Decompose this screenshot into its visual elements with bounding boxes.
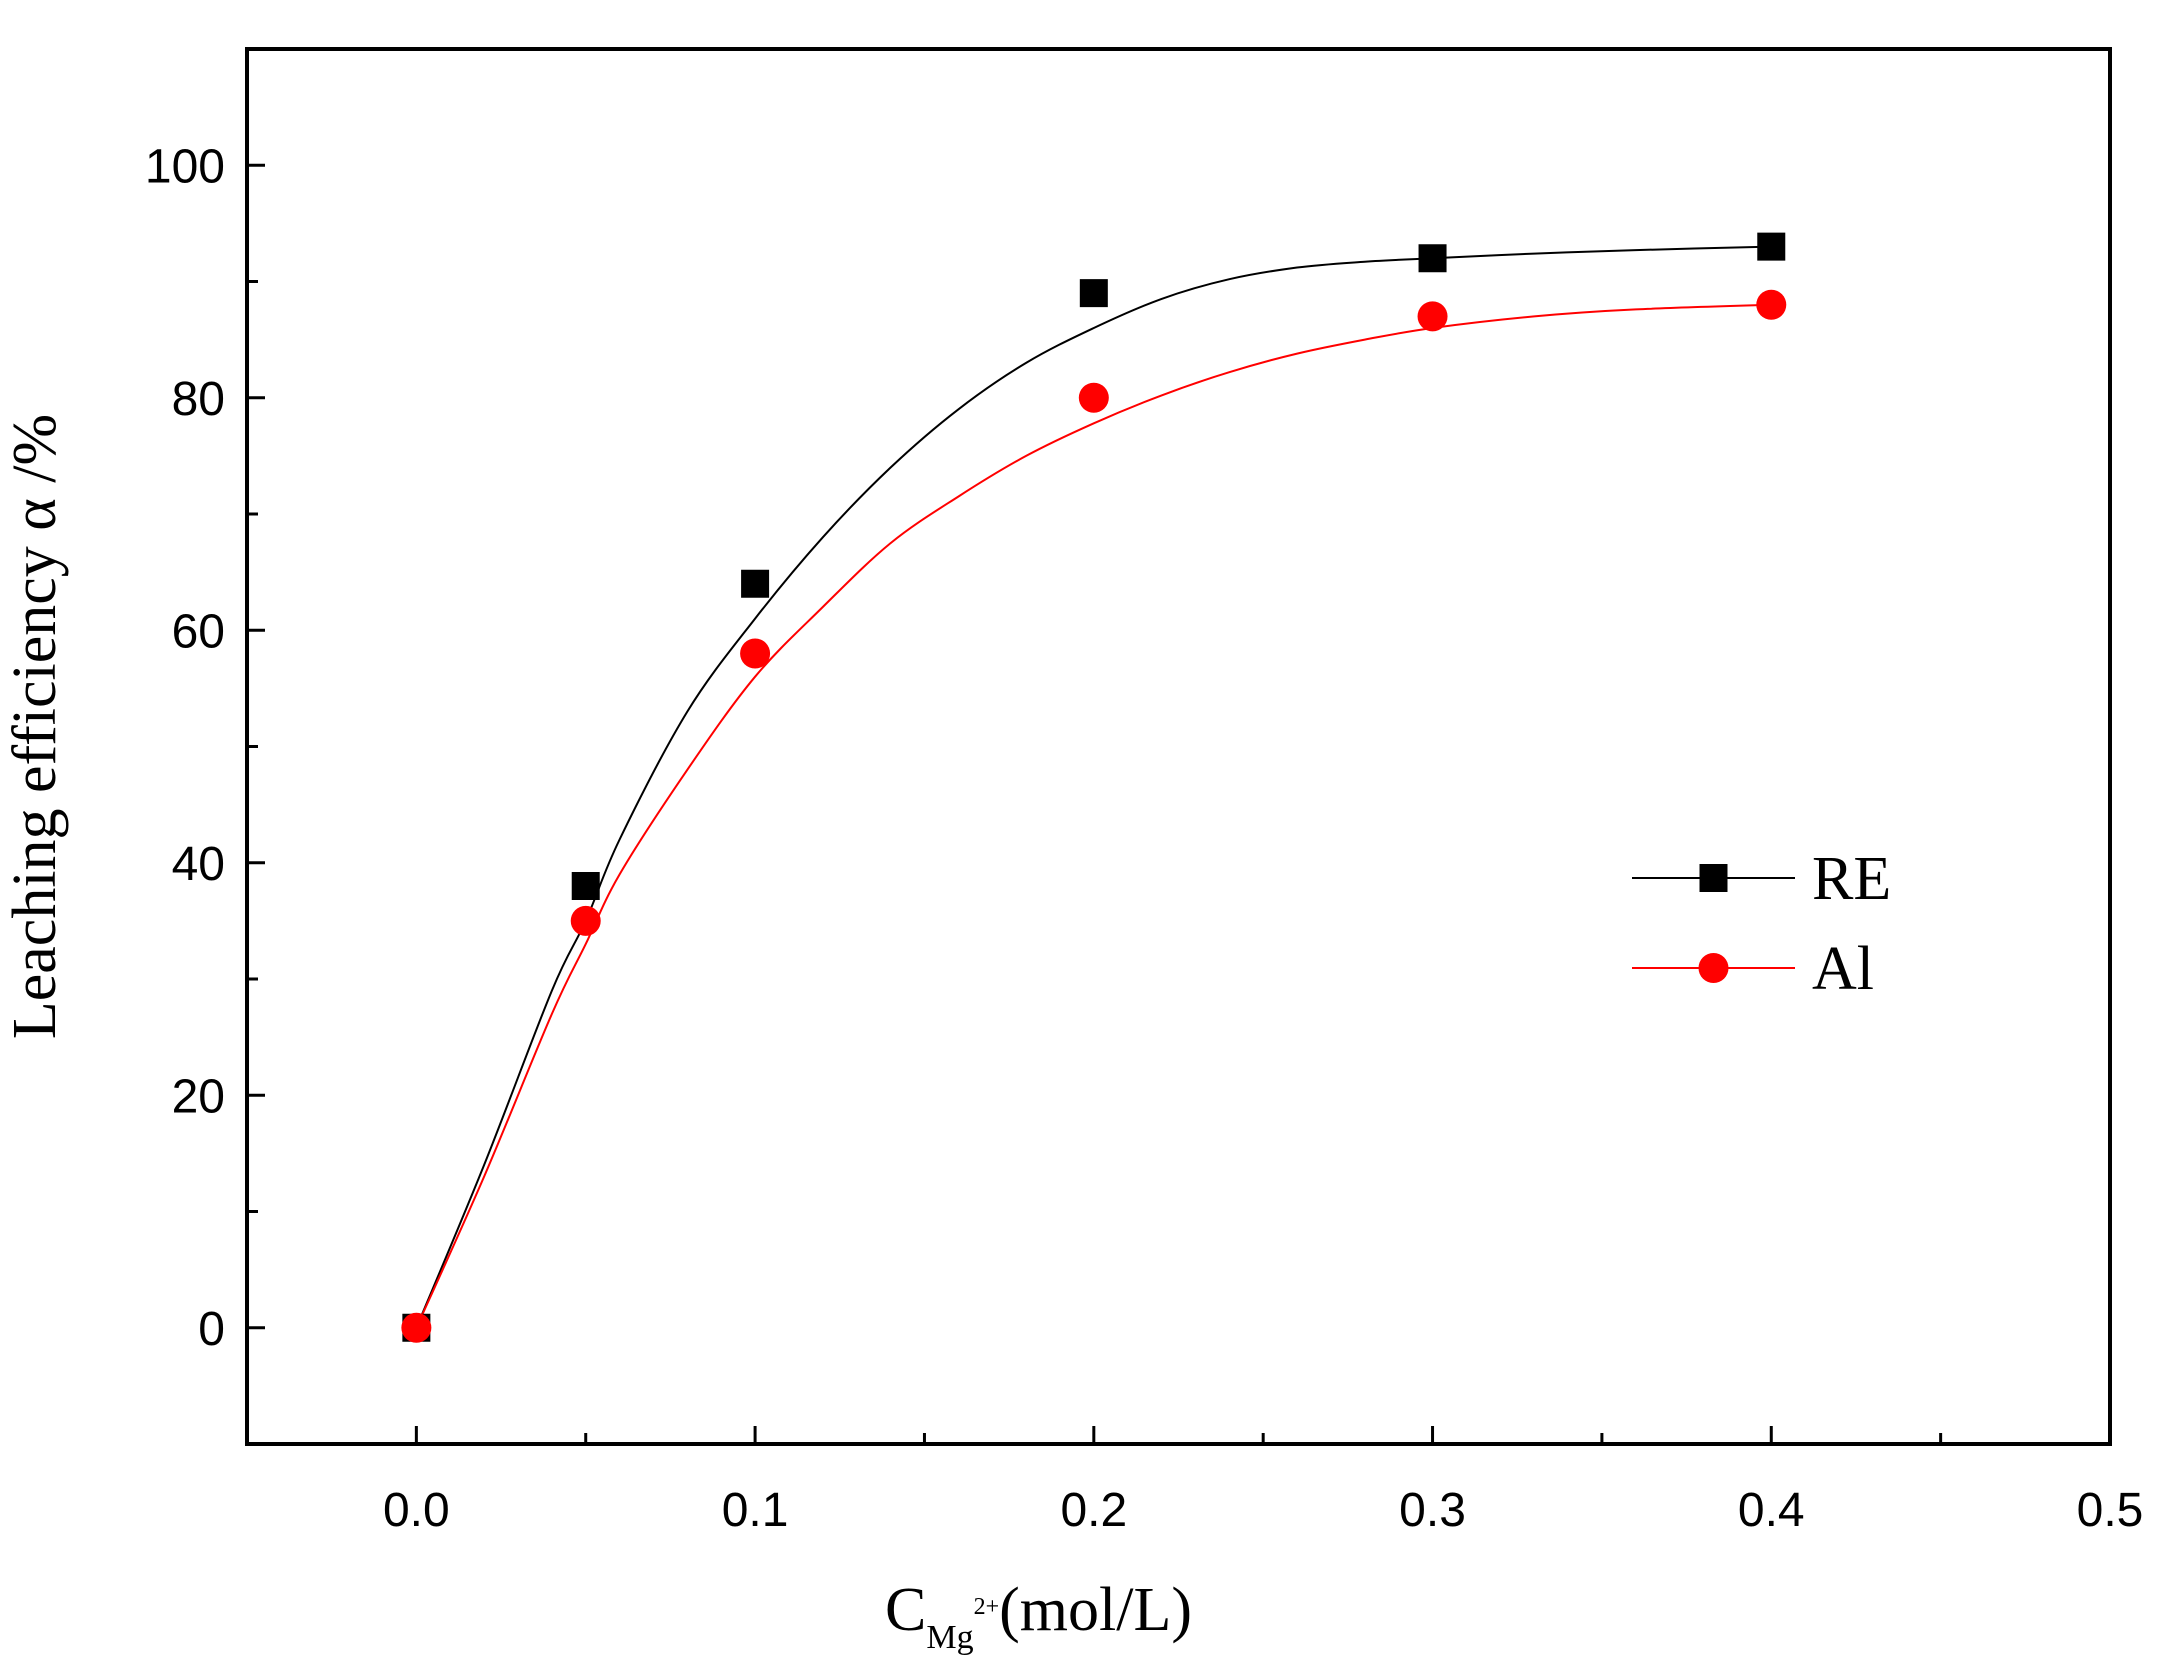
data-point-al bbox=[401, 1312, 432, 1343]
legend-marker-re bbox=[1699, 864, 1728, 892]
x-tick-label: 0.1 bbox=[722, 1484, 789, 1537]
data-point-al bbox=[1417, 301, 1448, 332]
x-axis-title-superscript: 2+ bbox=[974, 1594, 1000, 1620]
axis-ticks bbox=[245, 163, 2112, 1444]
data-point-re bbox=[1418, 244, 1447, 273]
y-axis-title: Leaching efficiency α /% bbox=[1, 414, 69, 1039]
y-tick-label: 100 bbox=[145, 140, 225, 193]
y-tick-label: 20 bbox=[172, 1070, 225, 1123]
x-axis-title: CMg2+(mol/L) bbox=[885, 1576, 1192, 1656]
x-axis-title-subscript: Mg bbox=[926, 1619, 973, 1656]
x-tick-label: 0.0 bbox=[383, 1484, 450, 1537]
y-tick-label: 40 bbox=[172, 838, 225, 891]
x-tick-label: 0.2 bbox=[1060, 1484, 1127, 1537]
data-point-al bbox=[1756, 289, 1787, 320]
legend: RE Al bbox=[1632, 845, 1891, 1003]
legend-label-al: Al bbox=[1812, 935, 1874, 1003]
data-point-al bbox=[570, 905, 601, 936]
y-tick-label: 80 bbox=[172, 373, 225, 426]
data-point-re bbox=[571, 872, 600, 900]
legend-label-re: RE bbox=[1812, 845, 1891, 913]
data-point-al bbox=[1078, 382, 1109, 413]
data-point-al bbox=[740, 638, 771, 669]
y-tick-label: 0 bbox=[198, 1303, 225, 1356]
axis-tick-labels: 0.0 0.1 0.2 0.3 0.4 0.5 0 20 40 60 80 100 bbox=[145, 140, 2143, 1537]
legend-marker-al bbox=[1698, 953, 1729, 983]
x-axis-title-main: C bbox=[885, 1576, 926, 1644]
x-tick-label: 0.4 bbox=[1738, 1484, 1805, 1537]
data-points bbox=[401, 232, 1787, 1343]
y-tick-label: 60 bbox=[172, 605, 225, 658]
x-axis-title-unit: (mol/L) bbox=[999, 1576, 1192, 1644]
x-tick-label: 0.3 bbox=[1399, 1484, 1466, 1537]
x-tick-label: 0.5 bbox=[2077, 1484, 2144, 1537]
data-point-re bbox=[1079, 279, 1108, 308]
data-point-re bbox=[1757, 232, 1786, 261]
data-point-re bbox=[741, 569, 770, 598]
